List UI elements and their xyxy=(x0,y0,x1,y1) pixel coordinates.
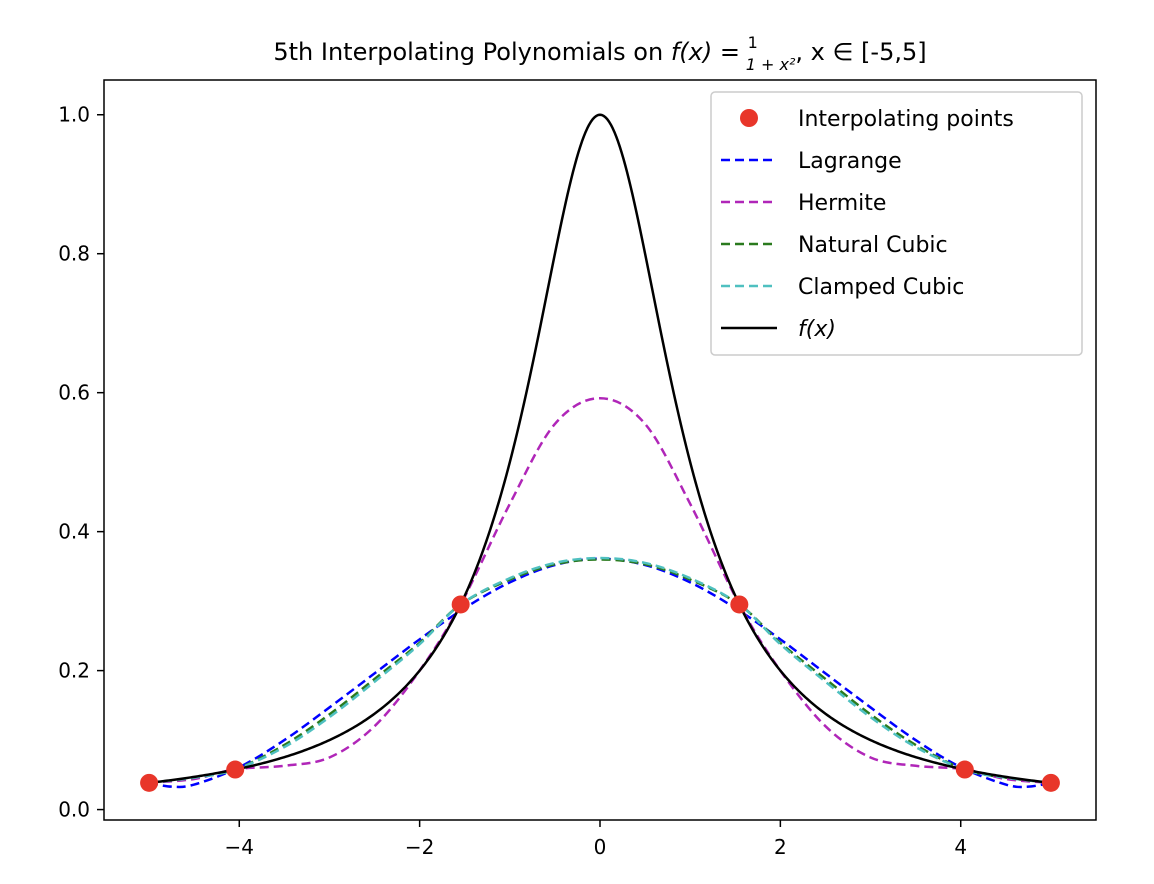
series-line-lagrange xyxy=(148,557,1052,789)
series-line-hermite xyxy=(148,396,1052,785)
series-layer xyxy=(148,113,1052,789)
y-tick-label: 0.4 xyxy=(58,520,90,544)
legend-label-points: Interpolating points xyxy=(798,107,1014,132)
legend: Interpolating points Lagrange Hermite Na… xyxy=(710,91,1083,356)
chart-title: 5th Interpolating Polynomials on f(x) = … xyxy=(273,33,926,74)
legend-label-natural: Natural Cubic xyxy=(798,233,948,258)
y-tick-label: 0.6 xyxy=(58,381,90,405)
y-axis: 0.0 0.2 0.4 0.6 0.8 1.0 xyxy=(58,103,104,822)
legend-box xyxy=(710,91,1083,356)
interpolating-point xyxy=(140,773,159,792)
y-tick-label: 0.0 xyxy=(58,798,90,822)
interpolating-point xyxy=(955,760,974,779)
x-axis: −4 −2 0 2 4 xyxy=(225,820,967,859)
x-tick-label: −2 xyxy=(405,835,434,859)
legend-marker-points xyxy=(740,109,758,127)
series-line-clamped xyxy=(148,556,1052,785)
legend-label-clamped: Clamped Cubic xyxy=(798,275,964,300)
x-tick-label: −4 xyxy=(225,835,254,859)
interpolating-point xyxy=(730,595,749,614)
title-fraction-denominator: 1 + x² xyxy=(746,55,796,74)
legend-label-fx: f(x) xyxy=(798,317,836,342)
y-tick-label: 1.0 xyxy=(58,103,90,127)
interpolating-point xyxy=(1041,773,1060,792)
x-tick-label: 4 xyxy=(954,835,967,859)
title-fx: f(x) xyxy=(671,38,712,66)
legend-label-lagrange: Lagrange xyxy=(798,149,902,174)
interpolating-points-layer xyxy=(140,595,1060,792)
interpolating-point xyxy=(451,595,470,614)
x-tick-label: 2 xyxy=(774,835,787,859)
series-line-fx xyxy=(148,113,1052,785)
title-suffix: , x ∈ [-5,5] xyxy=(795,38,926,66)
y-tick-label: 0.2 xyxy=(58,659,90,683)
interpolating-point xyxy=(226,760,245,779)
y-tick-label: 0.8 xyxy=(58,242,90,266)
legend-label-hermite: Hermite xyxy=(798,191,886,216)
title-eq: = xyxy=(712,38,747,66)
title-fraction-numerator: 1 xyxy=(748,33,758,52)
series-line-natural xyxy=(148,558,1052,785)
x-tick-label: 0 xyxy=(594,835,607,859)
title-prefix: 5th Interpolating Polynomials on xyxy=(273,38,670,66)
